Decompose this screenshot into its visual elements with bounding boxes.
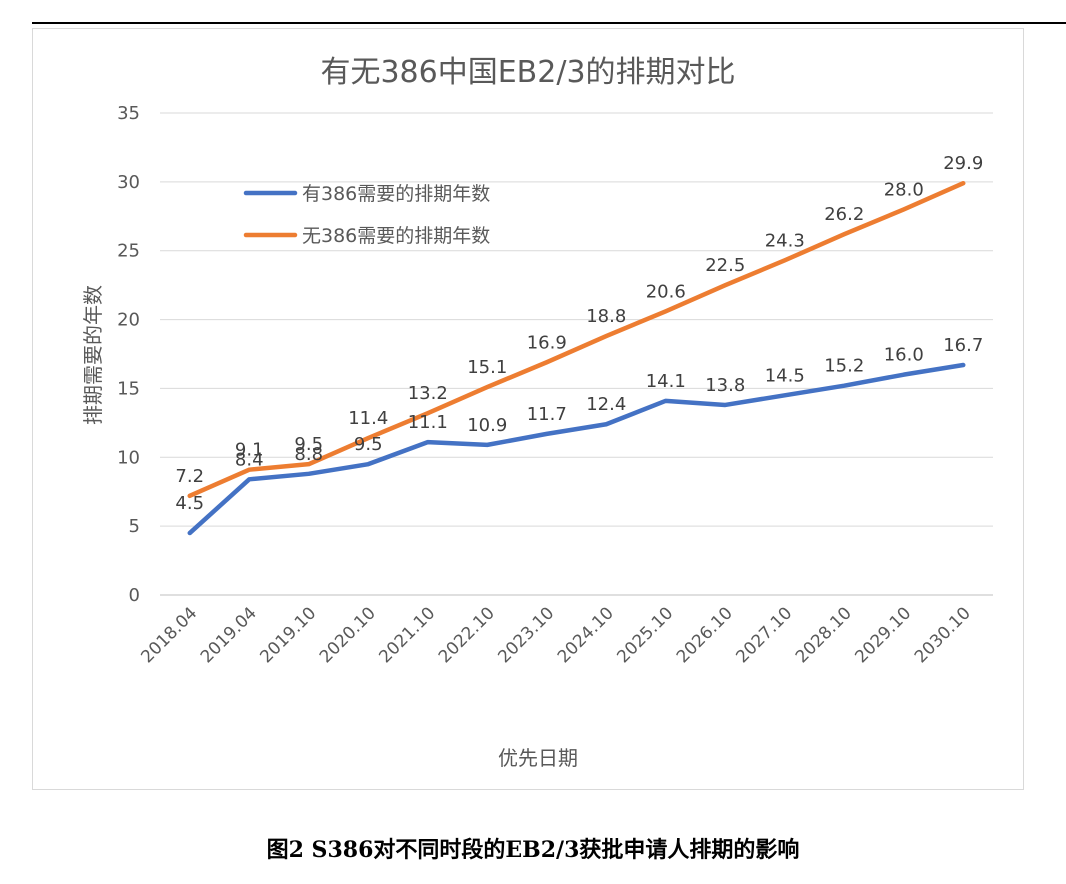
x-tick-label: 2026.10 — [673, 603, 737, 667]
legend-label: 无386需要的排期年数 — [302, 225, 490, 247]
y-tick-label: 25 — [117, 241, 140, 262]
series-lines — [187, 180, 966, 536]
x-tick-label: 2025.10 — [613, 603, 677, 667]
data-label: 15.2 — [824, 356, 864, 377]
legend-label: 有386需要的排期年数 — [302, 183, 490, 205]
data-label: 16.0 — [884, 345, 924, 366]
figure-caption: 图2 S386对不同时段的EB2/3获批申请人排期的影响 — [266, 837, 800, 863]
x-tick-label: 2030.10 — [911, 603, 975, 667]
data-label: 15.1 — [467, 357, 507, 378]
data-label: 20.6 — [646, 281, 686, 302]
x-tick-label: 2022.10 — [435, 603, 499, 667]
y-tick-label: 15 — [117, 378, 140, 399]
data-labels: 4.58.4 8.8 9.511.1 10.911.7 12.414.1 13.8 14.5… — [175, 153, 983, 514]
x-tick-label: 2028.10 — [792, 603, 856, 667]
x-tick-label: 2019.10 — [256, 603, 320, 667]
data-label: 14.5 — [765, 365, 805, 386]
x-tick-label: 2020.10 — [316, 603, 380, 667]
x-tick-label: 2027.10 — [732, 603, 796, 667]
chart-title: 有无386中国EB2/3的排期对比 — [320, 55, 735, 90]
top-rule — [32, 22, 1066, 24]
data-label: 8.4 — [235, 449, 264, 470]
data-label: 9.5 — [294, 434, 323, 455]
y-tick-label: 10 — [117, 447, 140, 468]
chart-frame — [32, 28, 1024, 790]
data-label: 14.1 — [646, 371, 686, 392]
x-tick-label: 2029.10 — [851, 603, 915, 667]
data-label: 11.7 — [527, 404, 567, 425]
data-label: 7.2 — [175, 466, 204, 487]
data-label: 16.9 — [527, 332, 567, 353]
y-tick-label: 35 — [117, 103, 140, 124]
data-label: 18.8 — [586, 306, 626, 327]
data-label: 10.9 — [467, 415, 507, 436]
data-label: 28.0 — [884, 179, 924, 200]
data-label: 12.4 — [586, 394, 626, 415]
gridlines — [160, 112, 993, 596]
y-axis-ticks: 0 5 10 15 20 25 30 35 — [117, 103, 140, 606]
data-label: 8.8 — [294, 444, 323, 465]
y-tick-label: 30 — [117, 172, 140, 193]
x-tick-label: 2019.04 — [197, 603, 261, 667]
y-tick-label: 20 — [117, 310, 140, 331]
data-label: 16.7 — [943, 335, 983, 356]
data-label: 22.5 — [705, 255, 745, 276]
y-tick-label: 0 — [129, 585, 140, 606]
data-label: 26.2 — [824, 204, 864, 225]
data-label: 29.9 — [943, 153, 983, 174]
x-tick-label: 2023.10 — [494, 603, 558, 667]
series-line — [187, 180, 966, 499]
data-label: 11.1 — [408, 412, 448, 433]
x-tick-label: 2021.10 — [375, 603, 439, 667]
data-label: 13.2 — [408, 383, 448, 404]
x-tick-label: 2018.04 — [137, 603, 201, 667]
y-tick-label: 5 — [129, 516, 140, 537]
x-axis-title: 优先日期 — [498, 746, 578, 770]
x-tick-label: 2024.10 — [554, 603, 618, 667]
x-axis-ticks: 2018.042019.042019.102020.102021.102022.… — [137, 603, 974, 667]
data-label: 13.8 — [705, 375, 745, 396]
data-label: 11.4 — [348, 408, 388, 429]
data-label: 24.3 — [765, 230, 805, 251]
data-label: 4.5 — [175, 493, 204, 514]
data-label: 9.5 — [354, 434, 383, 455]
data-label: 9.1 — [235, 440, 264, 461]
y-axis-title: 排期需要的年数 — [81, 285, 105, 425]
series-line — [187, 362, 966, 536]
